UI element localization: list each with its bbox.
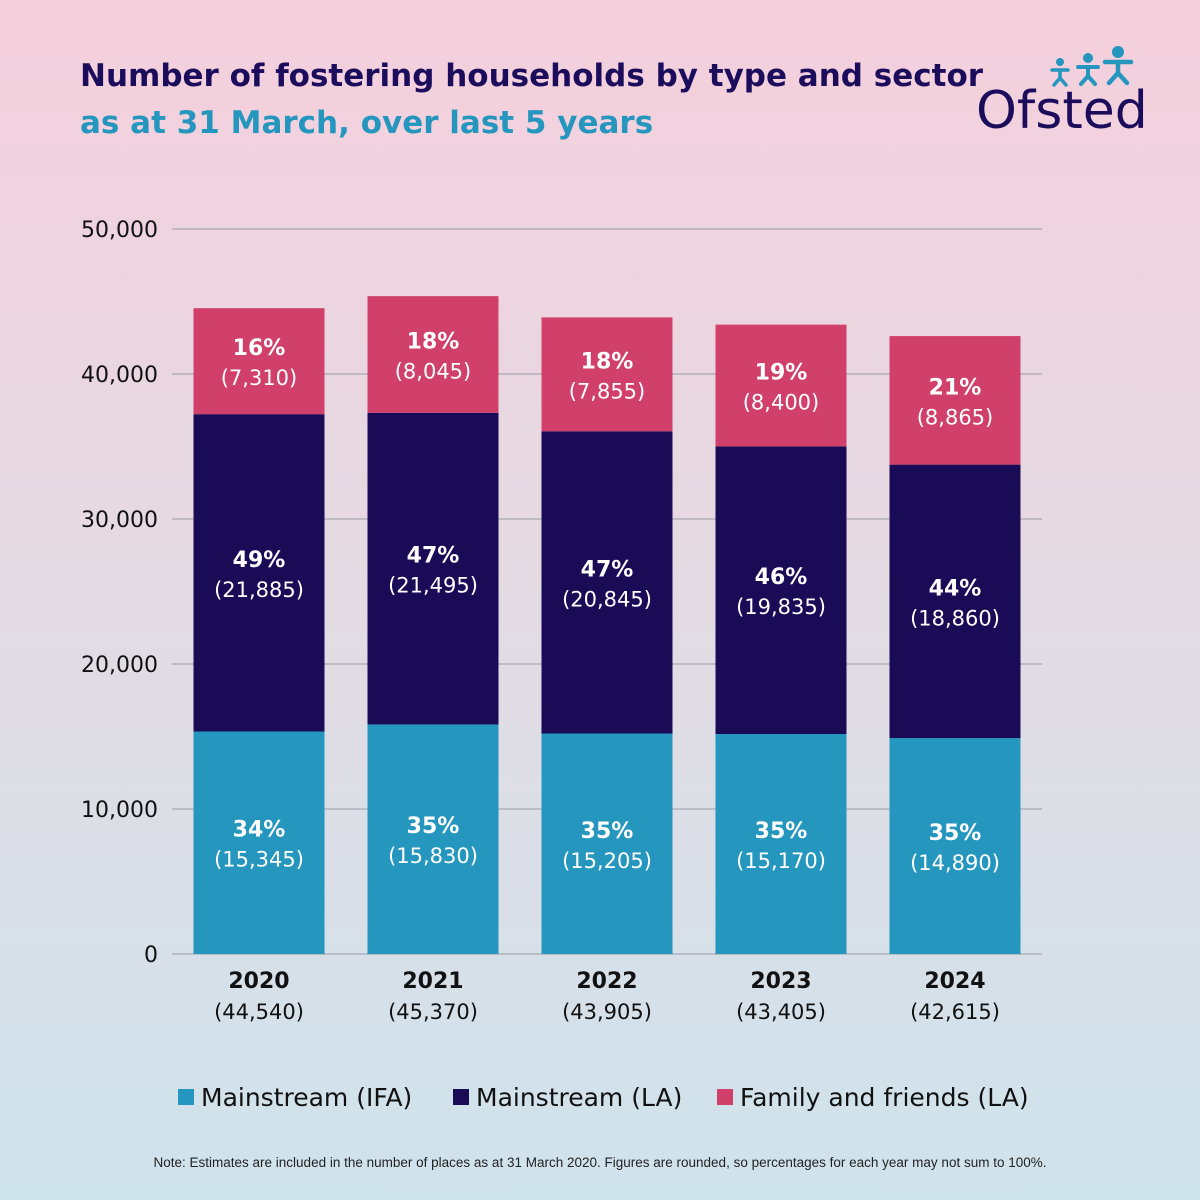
data-label-percent: 47% [581,557,634,582]
data-label-percent: 19% [755,361,808,386]
logo-figures-icon [1050,46,1134,87]
x-tick-label: 2022 [576,969,637,994]
x-tick-total: (43,905) [562,1000,652,1024]
bar-segment [367,724,499,954]
bar-segment [193,414,325,732]
x-tick-total: (44,540) [214,1000,304,1024]
y-tick-label: 30,000 [81,508,158,533]
bar-segment [541,733,673,954]
legend-label: Mainstream (LA) [476,1083,682,1112]
data-label-value: (18,860) [910,606,1000,630]
data-label-value: (15,830) [388,844,478,868]
legend-label: Mainstream (IFA) [201,1083,412,1112]
x-tick-total: (43,405) [736,1000,826,1024]
bar-segment [715,446,847,735]
x-axis: 2020 (44,540) 2021 (45,370) 2022 (43,905) 2023… [214,969,1000,1024]
data-label-value: (19,835) [736,595,826,619]
y-tick-label: 50,000 [81,218,158,243]
legend: Mainstream (IFA) Mainstream (LA) Family an… [178,1083,1029,1112]
data-label-value: (20,845) [562,587,652,611]
data-label-value: (14,890) [910,851,1000,875]
legend-swatch [453,1089,469,1105]
y-tick-label: 20,000 [81,653,158,678]
y-axis: 0 10,000 20,000 30,000 40,000 50,000 [81,218,158,968]
bar-segment [541,317,673,432]
chart-title: Number of fostering households by type a… [80,58,984,94]
bar-segment [715,324,847,447]
x-tick-label: 2021 [402,969,463,994]
legend-label: Family and friends (LA) [740,1083,1029,1112]
bar-segment [541,431,673,734]
x-tick-label: 2024 [924,969,985,994]
data-label-percent: 47% [407,544,460,569]
bar-segment [193,731,325,954]
x-tick-label: 2023 [750,969,811,994]
bar-segment [889,336,1021,465]
x-tick-label: 2020 [228,969,289,994]
bar-segment [889,738,1021,954]
data-label-value: (8,865) [917,405,994,429]
stacked-bar-chart: 0 10,000 20,000 30,000 40,000 50,000 34% (15,3… [81,218,1042,1112]
ofsted-logo: Ofsted [976,46,1148,138]
legend-swatch [717,1089,733,1105]
bars: 34% (15,345) 49% (21,885) 16% (7,310) 35% (15,8… [193,296,1021,954]
data-label-value: (8,045) [395,359,472,383]
bar-segment [367,296,499,413]
bar-segment [715,734,847,954]
data-label-percent: 21% [929,375,982,400]
data-label-percent: 49% [233,548,286,573]
data-label-value: (15,205) [562,849,652,873]
y-tick-label: 40,000 [81,363,158,388]
data-label-percent: 18% [581,349,634,374]
chart-subtitle: as at 31 March, over last 5 years [80,105,654,141]
data-label-percent: 18% [407,329,460,354]
bar-segment [193,308,325,415]
data-label-percent: 44% [929,576,982,601]
logo-text: Ofsted [976,81,1148,138]
data-label-value: (8,400) [743,391,820,415]
bar-segment [367,412,499,725]
data-label-value: (21,885) [214,578,304,602]
data-label-percent: 35% [407,814,460,839]
footnote: Note: Estimates are included in the numb… [153,1155,1047,1170]
x-tick-total: (45,370) [388,1000,478,1024]
data-label-value: (15,345) [214,848,304,872]
data-label-percent: 16% [233,336,286,361]
data-label-value: (7,310) [221,366,298,390]
data-label-percent: 35% [755,819,808,844]
data-label-value: (21,495) [388,574,478,598]
data-label-percent: 34% [233,818,286,843]
legend-swatch [178,1089,194,1105]
bar-segment [889,464,1021,739]
data-label-value: (15,170) [736,849,826,873]
data-label-percent: 46% [755,565,808,590]
data-label-percent: 35% [929,821,982,846]
data-label-value: (7,855) [569,379,646,403]
y-tick-label: 0 [144,943,158,968]
data-label-percent: 35% [581,819,634,844]
y-tick-label: 10,000 [81,798,158,823]
x-tick-total: (42,615) [910,1000,1000,1024]
